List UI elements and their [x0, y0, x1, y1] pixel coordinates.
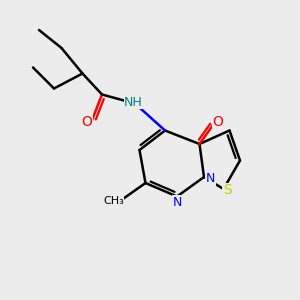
Text: N: N	[172, 196, 182, 209]
Text: S: S	[223, 184, 232, 197]
Text: O: O	[82, 115, 92, 128]
Text: O: O	[213, 115, 224, 128]
Text: NH: NH	[124, 95, 143, 109]
Text: N: N	[206, 172, 215, 185]
Text: CH₃: CH₃	[103, 196, 124, 206]
